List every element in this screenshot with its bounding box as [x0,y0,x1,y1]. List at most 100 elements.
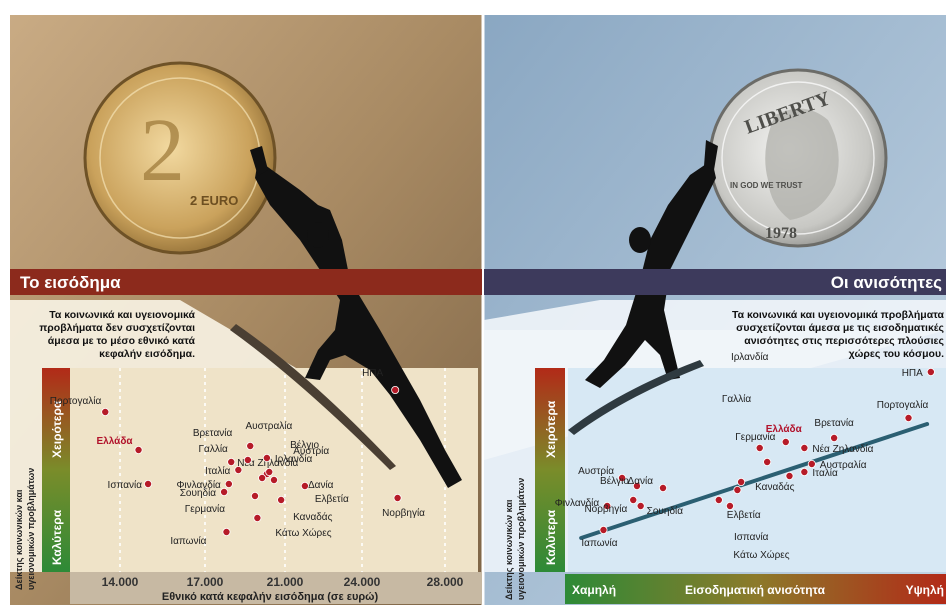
left-point-label-12: Ισπανία [108,479,143,491]
left-desc-line-4: κεφαλήν εισόδημα. [99,348,195,360]
left-banner-title: Το εισόδημα [20,273,121,292]
left-point-label-16: Σουηδία [180,487,217,499]
left-point-label-1: Πορτογαλία [50,395,102,407]
right-point-label-10: Αυστρία [578,465,614,477]
left-point-0 [391,385,400,394]
right-point-label-7: Ιρλανδία [731,351,769,363]
right-x-axis-band [565,574,946,604]
right-point-label-5: Αυστραλία [820,459,867,471]
svg-text:2: 2 [140,101,185,200]
right-point-13 [737,477,746,486]
left-point-5 [262,453,271,462]
right-scatter-points: ΗΠΑ Πορτογαλία Βρετανία Ελλάδα Νέα Ζηλανδία Α… [555,351,935,561]
left-x-tick-3: 24.000 [344,575,381,589]
right-desc-line-1: Τα κοινωνικά και υγειονομικά προβλήματα [732,309,945,321]
svg-text:IN GOD WE TRUST: IN GOD WE TRUST [730,181,803,190]
right-point-4 [800,443,809,452]
left-point-16 [220,487,229,496]
right-y-axis-name-1: Δείκτης κοινωνικών και [504,499,514,600]
right-point-6 [800,467,809,476]
left-desc-line-3: άμεσα με το μέσο εθνικό κατά [48,335,196,347]
right-point-14 [714,495,723,504]
left-desc-line-1: Τα κοινωνικά και υγειονομικά [49,309,195,321]
right-desc-line-4: χώρες του κόσμου. [849,348,944,360]
left-point-7 [234,465,243,474]
right-point-label-20: Ιαπωνία [581,537,617,549]
left-x-tick-0: 14.000 [102,575,139,589]
right-plank [568,360,704,435]
right-point-label-4: Νέα Ζηλανδία [812,443,873,455]
left-description: Τα κοινωνικά και υγειονομικά προβλήματα … [39,309,195,360]
left-point-label-0: ΗΠΑ [362,368,383,379]
euro-coin-illustration: 2 2 EURO [83,61,277,255]
right-trend-line [579,422,930,540]
left-point-label-20: Ιαπωνία [170,535,206,547]
left-point-label-9: Βέλγιο [290,439,319,451]
right-point-1 [904,413,913,422]
right-point-9 [785,471,794,480]
right-point-label-11: Βέλγιο [600,475,629,487]
right-point-0 [926,367,935,376]
left-point-4 [227,457,236,466]
right-point-label-15: Φινλανδία [555,497,600,509]
right-x-high-label: Υψηλή [906,583,944,597]
right-point-3 [781,437,790,446]
right-point-7 [755,443,764,452]
left-point-label-17: Γερμανία [185,503,225,515]
left-gridlines [119,368,446,572]
left-point-label-15: Ελβετία [315,493,349,505]
left-x-ticks: 14.000 17.000 21.000 24.000 28.000 [102,575,464,589]
businessman-pushing-coin-left [250,146,462,488]
left-point-13 [224,479,233,488]
left-point-label-11: Δανία [308,479,334,491]
right-desc-line-3: ανισότητες στις περισσότερες πλούσιες [744,335,944,347]
left-x-axis-band [70,572,482,604]
left-point-label-18: Νορβηγία [382,507,425,519]
left-point-label-2: Βρετανία [193,427,233,439]
right-point-12 [659,483,668,492]
right-point-label-16: Νορβηγία [584,503,627,515]
right-point-18 [725,501,734,510]
left-point-14 [277,495,286,504]
right-point-label-17: Σουηδία [647,505,684,517]
right-y-top-label: Χειρότερα [544,400,558,458]
right-point-16 [629,495,638,504]
right-point-20 [599,526,608,535]
left-point-label-8: Αυστραλία [246,420,293,432]
left-point-label-19: Κάτω Χώρες [275,527,331,539]
right-point-label-9: Γερμανία [735,431,775,443]
right-point-2 [830,433,839,442]
dollar-coin-illustration: LIBERTY IN GOD WE TRUST 1978 [708,68,888,248]
left-x-tick-4: 28.000 [427,575,464,589]
left-x-tick-2: 21.000 [267,575,304,589]
left-point-3 [134,445,143,454]
right-point-label-3: Ελλάδα [766,424,803,435]
left-point-label-14: Καναδάς [293,511,332,523]
left-point-12 [144,479,153,488]
left-point-19 [253,514,262,523]
left-desc-line-2: προβλήματα δεν συσχετίζονται [39,322,195,334]
svg-text:2 EURO: 2 EURO [190,193,238,208]
right-point-11 [632,481,641,490]
left-y-axis-bar [42,368,70,572]
left-point-11 [269,475,278,484]
right-x-axis-label: Εισοδηματική ανισότητα [685,583,826,597]
left-y-axis-name-2: υγειονομικών προβλημάτων [26,468,36,590]
left-point-17 [250,491,259,500]
left-point-2 [246,441,255,450]
right-y-axis-bar [535,368,565,572]
right-point-5 [807,459,816,468]
left-y-axis-name-1: Δείκτης κοινωνικών και [14,489,24,590]
right-point-label-12: Δανία [628,475,654,487]
right-banner [484,269,946,295]
left-point-18 [393,493,402,502]
left-point-9 [258,473,267,482]
right-x-low-label: Χαμηλή [572,583,616,597]
right-point-8 [763,457,772,466]
left-point-label-5: Ιρλανδία [275,453,313,465]
left-y-top-label: Χειρότερα [50,400,64,458]
right-point-label-6: Ιταλία [812,467,838,479]
right-point-label-18: Ισπανία [734,531,769,543]
right-point-label-2: Βρετανία [814,417,854,429]
